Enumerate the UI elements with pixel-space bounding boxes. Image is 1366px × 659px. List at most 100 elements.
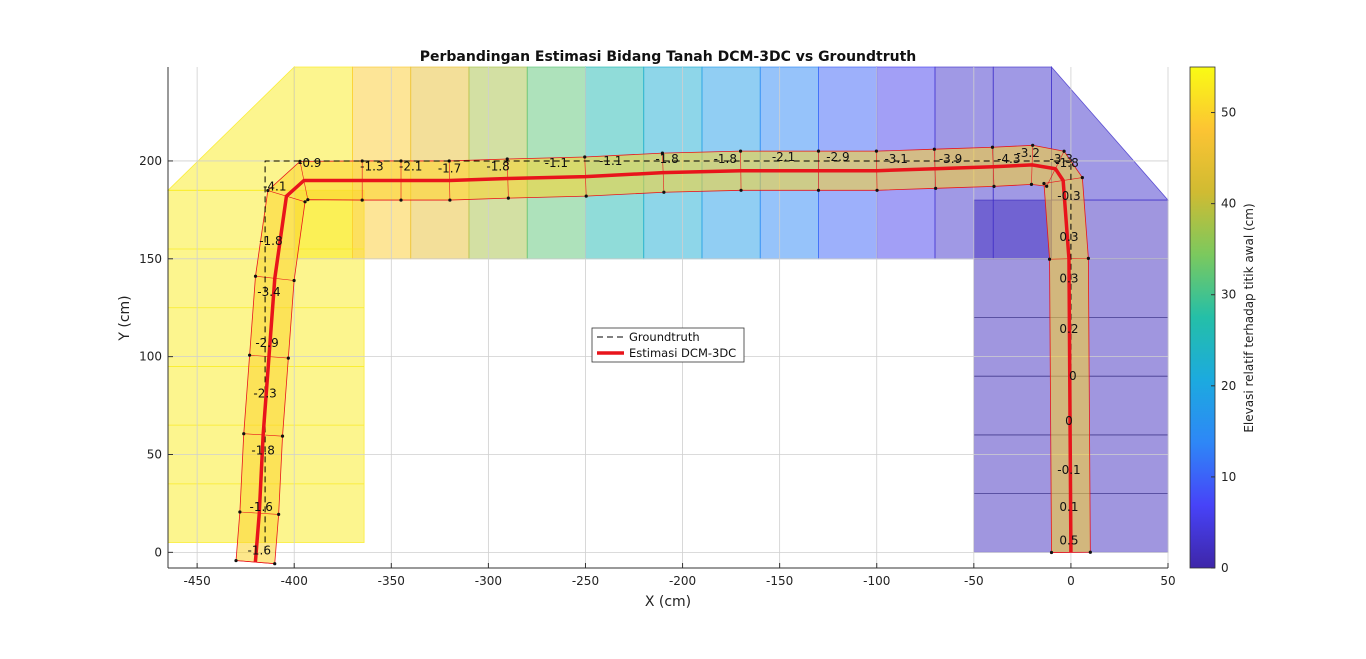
- groundtruth-line: [264, 160, 1072, 553]
- segment-label: -0.3: [1057, 189, 1080, 203]
- background-zone: [167, 66, 295, 191]
- segment-label: -3.3: [1049, 152, 1072, 166]
- x-tick-label: -50: [964, 574, 984, 588]
- segment-label: -1.8: [655, 152, 678, 166]
- segment-label: -4.1: [263, 179, 286, 193]
- chart-title: Perbandingan Estimasi Bidang Tanah DCM-3…: [420, 49, 917, 65]
- corridor-vertex: [238, 510, 242, 514]
- y-tick-label: 100: [139, 350, 162, 364]
- segment-label: -2.1: [772, 150, 795, 164]
- segment-label: -2.1: [399, 160, 422, 174]
- corridor-vertex: [1049, 550, 1054, 555]
- corridor-vertex: [273, 562, 277, 566]
- segment-label: -2.9: [826, 150, 849, 164]
- corridor-vertex: [266, 188, 270, 193]
- corridor-vertex: [1029, 182, 1034, 187]
- segment-label: -3.4: [257, 285, 280, 299]
- colorbar-tick-label: 30: [1221, 288, 1236, 302]
- segment-label: 0: [1065, 414, 1073, 428]
- background-zone: [1051, 65, 1169, 201]
- segment-label: -1.8: [251, 443, 274, 457]
- corridor-vertex: [360, 198, 364, 202]
- corridor-vertex: [660, 151, 665, 155]
- colorbar-tick-label: 50: [1221, 106, 1236, 120]
- x-axis-label: X (cm): [645, 594, 691, 610]
- segment-label: -1.8: [714, 152, 737, 166]
- corridor-vertex: [303, 200, 307, 204]
- colorbar-tick-label: 20: [1221, 379, 1236, 393]
- segment-label: 0.5: [1059, 534, 1078, 548]
- segment-label: -2.3: [253, 387, 276, 401]
- corridor-vertex: [739, 188, 743, 192]
- corridor-vertex: [505, 157, 509, 161]
- corridor-vertex: [662, 190, 666, 194]
- legend: Groundtruth Estimasi DCM-3DC: [591, 327, 745, 363]
- x-tick-label: -250: [572, 574, 599, 588]
- corridor-vertex: [875, 188, 879, 192]
- corridor-vertex: [292, 278, 296, 283]
- segment-label: -1.6: [248, 543, 271, 557]
- colorbar: 0 10 20 30 40 50: [1189, 66, 1236, 575]
- corridor-segment-edge: [235, 560, 275, 564]
- segment-label: 0.3: [1059, 230, 1078, 244]
- corridor-vertex: [932, 147, 936, 151]
- corridor-vertex: [280, 434, 285, 438]
- corridor-vertex: [1088, 550, 1092, 554]
- x-tick-label: -400: [281, 574, 308, 588]
- segment-label: -1.7: [438, 162, 461, 176]
- segment-label: -3.9: [939, 152, 962, 166]
- legend-box: [591, 327, 745, 363]
- corridor-vertex: [1045, 184, 1049, 188]
- corridor-vertex: [277, 512, 281, 517]
- x-tick-label: -200: [669, 574, 696, 588]
- segment-label: 0.2: [1059, 322, 1078, 336]
- estimate-line: [253, 163, 1073, 563]
- y-axis-label: Y (cm): [117, 295, 133, 341]
- corridor-vertex: [738, 149, 743, 153]
- corridor-vertex: [234, 558, 238, 563]
- x-tick-label: -450: [184, 574, 211, 588]
- corridor-vertex: [816, 188, 821, 192]
- corridor-vertex: [990, 145, 995, 149]
- segment-label: 0.3: [1059, 271, 1078, 285]
- colorbar-gradient: [1189, 66, 1216, 569]
- colorbar-tick-label: 40: [1221, 197, 1236, 211]
- segment-label: -1.8: [1055, 156, 1078, 170]
- segment-label: -1.1: [599, 154, 622, 168]
- y-tick-label: 150: [139, 252, 162, 266]
- x-tick-label: 50: [1160, 574, 1175, 588]
- segment-label: 0.1: [1059, 500, 1078, 514]
- corridor-vertex: [874, 149, 879, 153]
- corridor-vertex: [1042, 181, 1046, 186]
- colorbar-label: Elevasi relatif terhadap titik awal (cm): [1242, 203, 1256, 432]
- colorbar-tick-label: 10: [1221, 470, 1236, 484]
- corridor-vertex: [242, 432, 246, 436]
- corridor-vertex: [306, 198, 310, 202]
- series-lines: [253, 160, 1073, 563]
- segment-label: -4.3: [997, 152, 1020, 166]
- x-tick-label: -300: [475, 574, 502, 588]
- x-tick-label: -350: [378, 574, 405, 588]
- corridor-vertex: [584, 194, 588, 198]
- x-tick-label: 0: [1067, 574, 1075, 588]
- segment-label: -1.8: [259, 234, 282, 248]
- corridor-vertex: [1031, 143, 1035, 147]
- corridor-vertex: [286, 356, 290, 360]
- segment-labels: -0.9 -1.3 -2.1 -1.7 -1.8 -1.1 -1.1 -1.8 -1.8 -2.1…: [248, 146, 1081, 557]
- segment-label: -0.1: [1057, 463, 1080, 477]
- corridor-vertex: [1086, 256, 1090, 260]
- segment-label: -3.2: [1016, 146, 1039, 160]
- corridor-vertex: [360, 159, 364, 163]
- corridor-vertex: [248, 353, 252, 357]
- corridor-vertex: [506, 196, 510, 200]
- corridor-vertex: [934, 186, 938, 190]
- background-zones: [167, 65, 1169, 553]
- segment-label: -0.9: [298, 156, 321, 170]
- y-tick-label: 0: [154, 545, 162, 559]
- x-tick-label: -100: [863, 574, 890, 588]
- corridor-vertex: [448, 198, 452, 202]
- legend-label: Groundtruth: [629, 330, 700, 344]
- segment-label: -3.1: [884, 152, 907, 166]
- y-tick-label: 50: [147, 447, 162, 461]
